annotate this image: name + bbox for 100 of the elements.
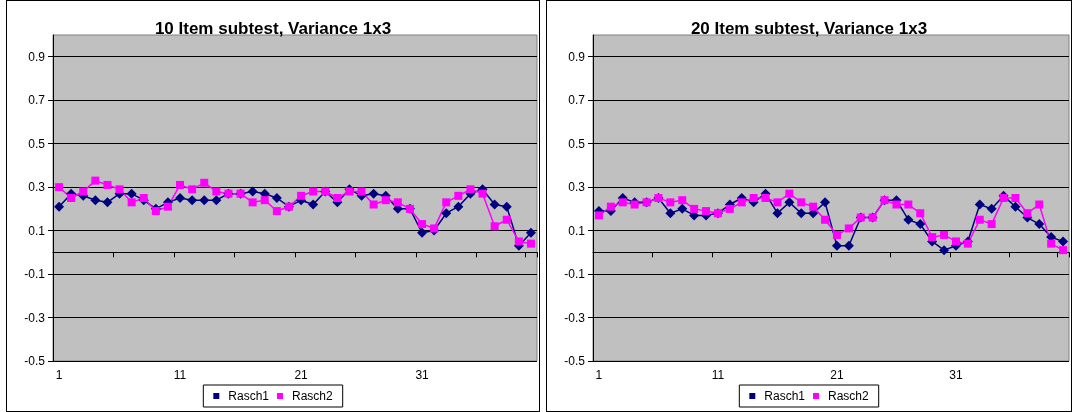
x-tick-label: 11 bbox=[173, 368, 187, 382]
legend-label: Rasch2 bbox=[828, 389, 870, 403]
point bbox=[903, 214, 914, 225]
point bbox=[702, 207, 711, 216]
point bbox=[904, 200, 913, 209]
point bbox=[916, 209, 925, 218]
legend-label: Rasch1 bbox=[764, 389, 806, 403]
point bbox=[618, 198, 627, 207]
chart-title: 20 Item subtest, Variance 1x3 bbox=[690, 19, 928, 38]
point bbox=[975, 215, 984, 224]
y-tick-label: 0.7 bbox=[28, 93, 46, 108]
point bbox=[594, 211, 603, 220]
point bbox=[831, 240, 842, 251]
y-tick-label: 0.7 bbox=[568, 93, 586, 108]
point bbox=[175, 193, 186, 203]
point bbox=[248, 198, 257, 207]
point bbox=[126, 188, 137, 199]
point bbox=[490, 222, 499, 231]
point bbox=[1058, 236, 1069, 247]
point bbox=[665, 208, 676, 219]
point bbox=[357, 187, 366, 196]
point bbox=[940, 230, 949, 239]
point bbox=[1011, 194, 1020, 202]
point bbox=[127, 198, 136, 207]
point bbox=[163, 202, 172, 211]
point bbox=[666, 198, 675, 207]
point bbox=[892, 200, 901, 209]
point bbox=[272, 207, 281, 216]
y-tick-label: 0.3 bbox=[28, 180, 46, 195]
point bbox=[103, 180, 112, 189]
point bbox=[79, 187, 88, 196]
point bbox=[139, 194, 148, 202]
point bbox=[151, 207, 160, 216]
x-tick-label: 1 bbox=[595, 368, 603, 382]
y-tick-label: 0.5 bbox=[568, 136, 586, 151]
point bbox=[381, 196, 390, 205]
point bbox=[525, 227, 536, 238]
x-tick-label: 31 bbox=[949, 368, 963, 382]
x-tick-label: 11 bbox=[711, 368, 725, 382]
point bbox=[526, 239, 535, 248]
point bbox=[1023, 209, 1032, 218]
y-tick-label: 0.9 bbox=[28, 49, 46, 64]
x-tick-label: 1 bbox=[55, 368, 63, 382]
point bbox=[199, 195, 210, 206]
point bbox=[478, 189, 487, 198]
y-tick-label: 0.1 bbox=[568, 223, 586, 238]
point bbox=[176, 180, 185, 189]
point bbox=[309, 187, 318, 196]
point bbox=[55, 183, 64, 192]
point bbox=[796, 208, 807, 219]
y-tick-label: -0.1 bbox=[564, 267, 586, 282]
y-tick-label: -0.5 bbox=[24, 354, 46, 368]
point bbox=[501, 201, 512, 212]
point bbox=[418, 220, 427, 229]
point bbox=[809, 202, 818, 211]
y-tick-label: -0.3 bbox=[564, 310, 586, 325]
point bbox=[90, 195, 101, 206]
point bbox=[690, 204, 699, 213]
point bbox=[737, 198, 746, 207]
point bbox=[986, 203, 997, 214]
point bbox=[333, 194, 342, 202]
point bbox=[211, 195, 222, 206]
point bbox=[102, 197, 113, 208]
point bbox=[466, 185, 475, 194]
point bbox=[844, 224, 853, 233]
point bbox=[678, 196, 687, 205]
point bbox=[369, 200, 378, 209]
point bbox=[188, 185, 197, 194]
y-tick-label: 0.5 bbox=[28, 136, 46, 151]
point bbox=[453, 201, 464, 212]
point bbox=[441, 208, 452, 219]
legend-label: Rasch2 bbox=[292, 389, 334, 403]
point bbox=[368, 188, 379, 199]
point bbox=[417, 227, 428, 238]
point bbox=[212, 187, 221, 196]
y-tick-label: -0.3 bbox=[24, 310, 46, 325]
point bbox=[784, 197, 795, 208]
y-tick-label: -0.5 bbox=[564, 354, 586, 368]
point bbox=[677, 203, 688, 214]
point bbox=[115, 185, 124, 194]
point bbox=[928, 233, 937, 242]
chart-title: 10 Item subtest, Variance 1x3 bbox=[154, 19, 392, 38]
point bbox=[606, 202, 615, 211]
point bbox=[821, 215, 830, 224]
point bbox=[297, 191, 306, 200]
point bbox=[454, 191, 463, 200]
y-tick-label: -0.1 bbox=[24, 267, 46, 282]
point bbox=[200, 178, 209, 187]
point bbox=[67, 194, 76, 202]
y-tick-label: 0.3 bbox=[568, 180, 586, 195]
point bbox=[1035, 200, 1044, 209]
point bbox=[308, 199, 319, 210]
point bbox=[725, 204, 734, 213]
point bbox=[442, 198, 451, 207]
point bbox=[773, 198, 782, 207]
point bbox=[915, 219, 926, 230]
x-tick-label: 21 bbox=[294, 368, 309, 382]
point bbox=[761, 194, 770, 202]
point bbox=[749, 194, 758, 202]
legend-label: Rasch1 bbox=[228, 389, 270, 403]
